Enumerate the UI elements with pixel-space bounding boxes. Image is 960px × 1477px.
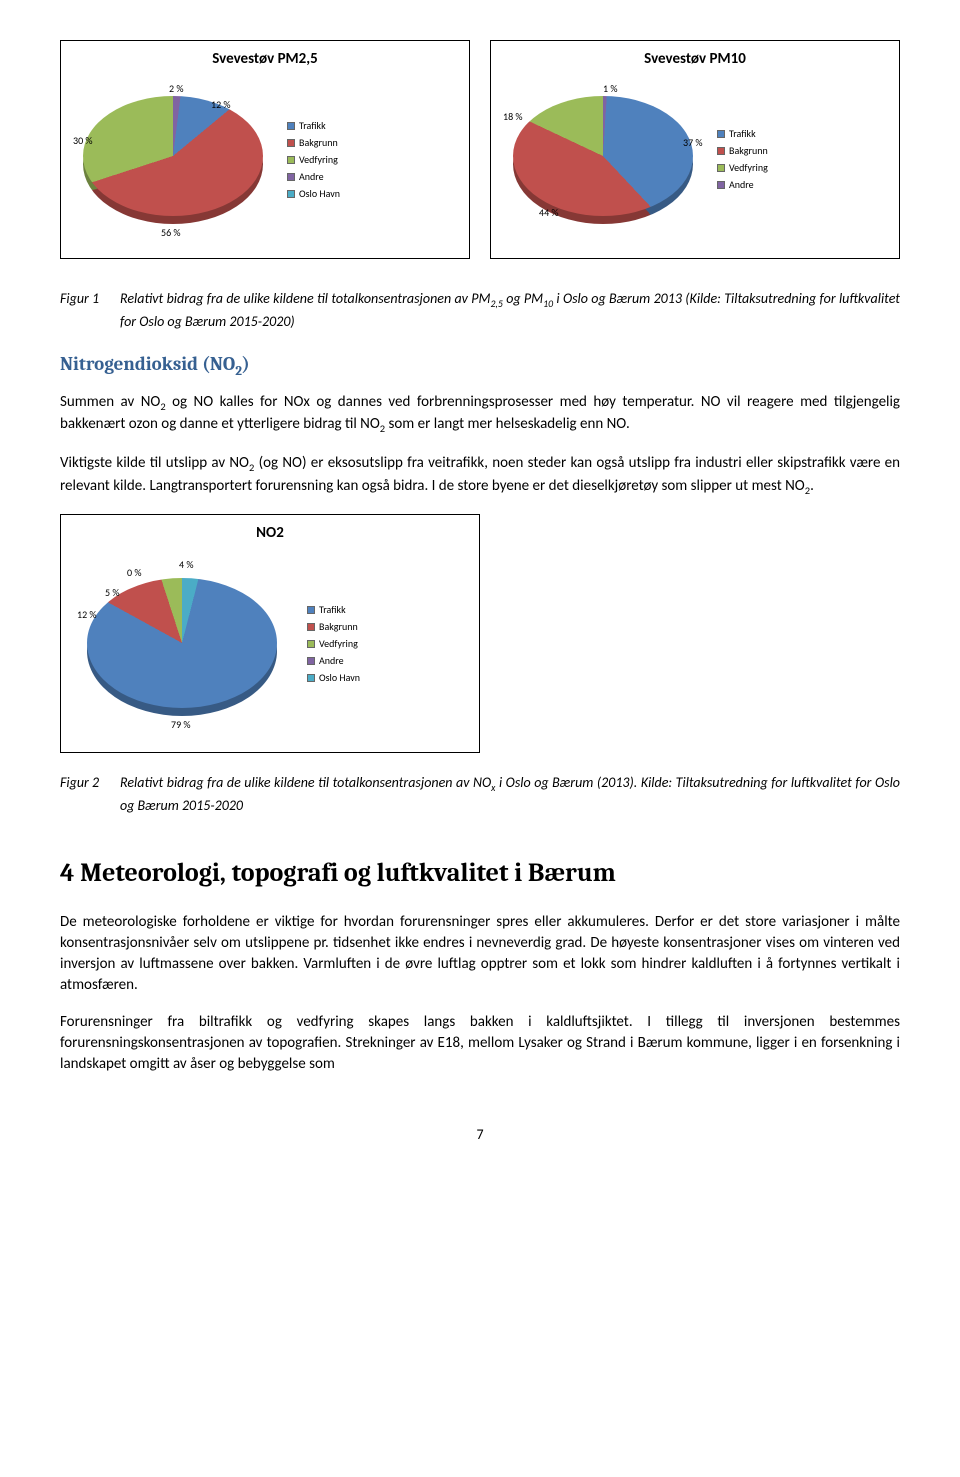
legend-swatch <box>307 606 315 614</box>
chart-title-pm10: Svevestøv PM10 <box>503 49 887 70</box>
legend-item: Trafikk <box>717 127 768 141</box>
legend-label: Bakgrunn <box>299 136 338 150</box>
chart-title-no2: NO2 <box>73 523 467 544</box>
chart-pm10: Svevestøv PM10 1 % 18 % 37 % 44 % Trafik… <box>490 40 900 259</box>
legend-item: Trafikk <box>287 119 340 133</box>
legend-swatch <box>307 657 315 665</box>
paragraph: Viktigste kilde til utslipp av NO2 (og N… <box>60 453 900 498</box>
legend-swatch <box>287 156 295 164</box>
pct-label: 44 % <box>539 206 559 220</box>
caption-fig1: Figur 1 Relativt bidrag fra de ulike kil… <box>60 289 900 331</box>
legend-pm10: Trafikk Bakgrunn Vedfyring Andre <box>717 127 768 195</box>
paragraph: De meteorologiske forholdene er viktige … <box>60 912 900 996</box>
pct-label: 5 % <box>105 586 119 600</box>
pct-label: 4 % <box>179 558 193 572</box>
legend-swatch <box>307 623 315 631</box>
legend-label: Bakgrunn <box>319 620 358 634</box>
legend-label: Andre <box>299 170 324 184</box>
legend-swatch <box>287 139 295 147</box>
pct-label: 18 % <box>503 110 523 124</box>
legend-label: Oslo Havn <box>299 187 340 201</box>
paragraph: Forurensninger fra biltrafikk og vedfyri… <box>60 1012 900 1075</box>
pct-label: 1 % <box>603 82 617 96</box>
caption-text: Relativt bidrag fra de ulike kildene til… <box>120 773 900 815</box>
legend-item: Andre <box>717 178 768 192</box>
legend-item: Oslo Havn <box>287 187 340 201</box>
legend-swatch <box>307 640 315 648</box>
legend-label: Vedfyring <box>319 637 358 651</box>
chart-no2: NO2 4 % 0 % 5 % 12 % 79 % Trafikk Bakgrun… <box>60 514 480 753</box>
pct-label: 0 % <box>127 566 141 580</box>
legend-swatch <box>717 164 725 172</box>
legend-label: Trafikk <box>299 119 326 133</box>
pct-label: 30 % <box>73 134 93 148</box>
legend-label: Andre <box>729 178 754 192</box>
legend-label: Bakgrunn <box>729 144 768 158</box>
charts-row-top: Svevestøv PM2,5 2 % 12 % 30 % 56 % Trafi… <box>60 40 900 259</box>
legend-label: Trafikk <box>729 127 756 141</box>
legend-label: Vedfyring <box>729 161 768 175</box>
legend-label: Trafikk <box>319 603 346 617</box>
pie-no2: 4 % 0 % 5 % 12 % 79 % <box>73 550 293 740</box>
page-number: 7 <box>60 1125 900 1145</box>
legend-item: Vedfyring <box>287 153 340 167</box>
pie-pm25: 2 % 12 % 30 % 56 % <box>73 76 273 246</box>
legend-pm25: Trafikk Bakgrunn Vedfyring Andre Oslo Havn <box>287 119 340 204</box>
legend-swatch <box>717 130 725 138</box>
pct-label: 2 % <box>169 82 183 96</box>
legend-label: Oslo Havn <box>319 671 360 685</box>
pct-label: 12 % <box>211 98 231 112</box>
pct-label: 56 % <box>161 226 181 240</box>
legend-swatch <box>717 147 725 155</box>
pct-label: 37 % <box>683 136 703 150</box>
legend-swatch <box>287 173 295 181</box>
chart-no2-wrap: NO2 4 % 0 % 5 % 12 % 79 % Trafikk Bakgrun… <box>60 514 480 753</box>
legend-label: Vedfyring <box>299 153 338 167</box>
legend-no2: Trafikk Bakgrunn Vedfyring Andre Oslo Havn <box>307 603 360 688</box>
legend-swatch <box>287 190 295 198</box>
pct-label: 79 % <box>171 718 191 732</box>
heading-no2: Nitrogendioksid (NO2) <box>60 351 900 381</box>
caption-text: Relativt bidrag fra de ulike kildene til… <box>120 289 900 331</box>
chart-pm25: Svevestøv PM2,5 2 % 12 % 30 % 56 % Trafi… <box>60 40 470 259</box>
legend-item: Bakgrunn <box>287 136 340 150</box>
chart-title-pm25: Svevestøv PM2,5 <box>73 49 457 70</box>
pct-label: 12 % <box>77 608 97 622</box>
caption-label: Figur 1 <box>60 289 120 331</box>
paragraph: Summen av NO2 og NO kalles for NOx og da… <box>60 392 900 437</box>
pie-pm10: 1 % 18 % 37 % 44 % <box>503 76 703 246</box>
legend-item: Andre <box>287 170 340 184</box>
legend-item: Andre <box>307 654 360 668</box>
legend-swatch <box>287 122 295 130</box>
caption-fig2: Figur 2 Relativt bidrag fra de ulike kil… <box>60 773 900 815</box>
legend-item: Vedfyring <box>717 161 768 175</box>
legend-item: Vedfyring <box>307 637 360 651</box>
caption-label: Figur 2 <box>60 773 120 815</box>
legend-swatch <box>307 674 315 682</box>
legend-label: Andre <box>319 654 344 668</box>
legend-item: Oslo Havn <box>307 671 360 685</box>
heading-section4: 4 Meteorologi, topografi og luftkvalitet… <box>60 855 900 891</box>
legend-item: Bakgrunn <box>717 144 768 158</box>
legend-item: Bakgrunn <box>307 620 360 634</box>
legend-item: Trafikk <box>307 603 360 617</box>
legend-swatch <box>717 181 725 189</box>
